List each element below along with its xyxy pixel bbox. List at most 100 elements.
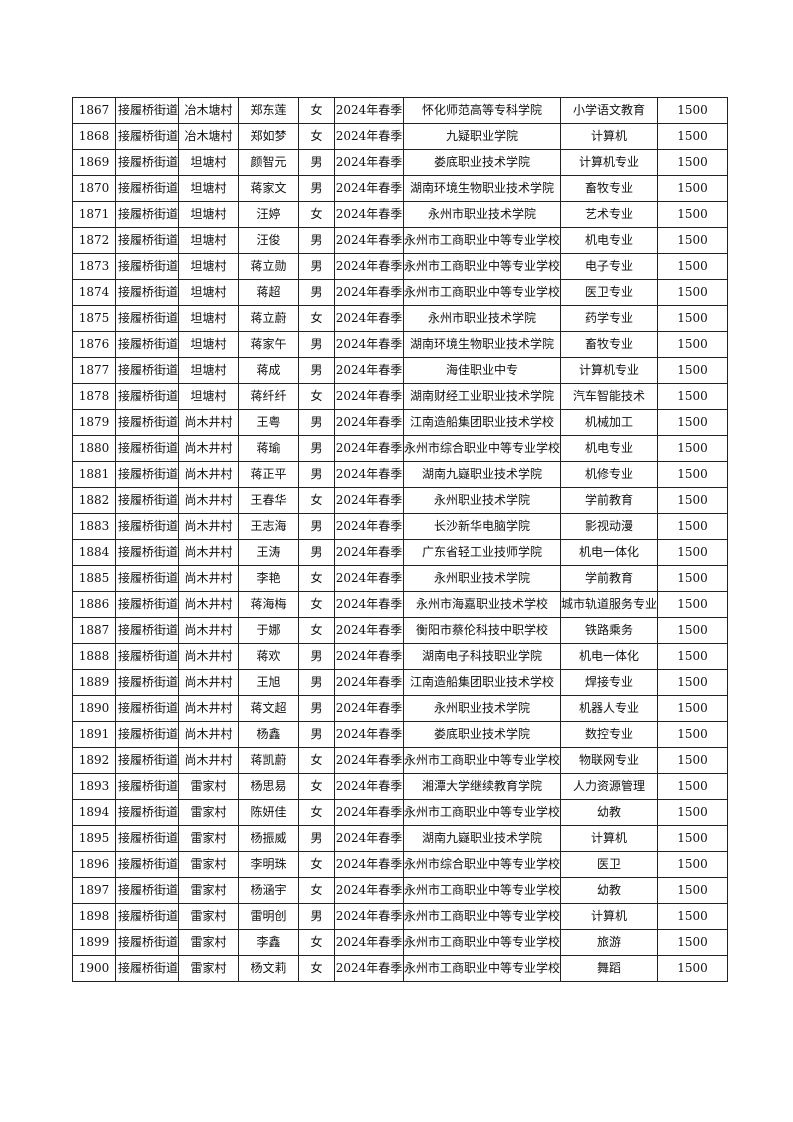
cell-gender: 女	[298, 773, 336, 800]
row-number-text: 1883	[78, 519, 110, 533]
table-row: 1868 接履桥街道 冶木塘村 郑如梦 女 2024年春季 九疑职业学院 计算机 1500	[72, 123, 729, 150]
street-text: 接履桥街道	[118, 545, 179, 559]
cell-major: 旅游	[560, 929, 659, 956]
cell-semester: 2024年春季	[334, 123, 405, 150]
cell-name: 王旭	[238, 669, 300, 696]
cell-name: 陈妍佳	[238, 799, 300, 826]
cell-name: 蒋海梅	[238, 591, 300, 618]
cell-gender: 女	[298, 305, 336, 332]
cell-village: 尚木井村	[178, 591, 240, 618]
school-text: 湘潭大学继续教育学院	[422, 779, 543, 793]
gender-text: 男	[310, 831, 323, 845]
semester-text: 2024年春季	[335, 441, 403, 455]
cell-name: 王春华	[238, 487, 300, 514]
semester-text: 2024年春季	[335, 519, 403, 533]
cell-school: 永州市工商职业中等专业学校	[403, 929, 562, 956]
school-text: 永州市工商职业中等专业学校	[404, 935, 561, 949]
gender-text: 男	[310, 909, 323, 923]
cell-row-number: 1876	[72, 331, 116, 358]
row-number-text: 1876	[78, 337, 110, 351]
street-text: 接履桥街道	[118, 363, 179, 377]
amount-text: 1500	[677, 233, 708, 247]
cell-name: 杨思易	[238, 773, 300, 800]
name-text: 王涛	[256, 545, 281, 559]
cell-street: 接履桥街道	[114, 227, 180, 254]
gender-text: 女	[310, 389, 323, 403]
cell-gender: 女	[298, 201, 336, 228]
cell-major: 计算机专业	[560, 357, 659, 384]
cell-row-number: 1867	[72, 97, 116, 124]
village-text: 坦塘村	[190, 155, 227, 169]
table-row: 1883 接履桥街道 尚木井村 王志海 男 2024年春季 长沙新华电脑学院 影视动漫 1500	[72, 513, 729, 540]
semester-text: 2024年春季	[335, 675, 403, 689]
cell-semester: 2024年春季	[334, 825, 405, 852]
street-text: 接履桥街道	[118, 519, 179, 533]
gender-text: 男	[310, 649, 323, 663]
amount-text: 1500	[677, 883, 708, 897]
street-text: 接履桥街道	[118, 753, 179, 767]
cell-gender: 男	[298, 149, 336, 176]
village-text: 尚木井村	[184, 467, 233, 481]
name-text: 蒋凯蔚	[250, 753, 287, 767]
cell-semester: 2024年春季	[334, 227, 405, 254]
cell-village: 雷家村	[178, 877, 240, 904]
cell-gender: 男	[298, 357, 336, 384]
cell-amount: 1500	[657, 253, 729, 280]
cell-name: 蒋家文	[238, 175, 300, 202]
cell-amount: 1500	[657, 539, 729, 566]
row-number-text: 1875	[78, 311, 110, 325]
major-text: 舞蹈	[597, 961, 622, 975]
gender-text: 女	[310, 779, 323, 793]
cell-school: 衡阳市蔡伦科技中职学校	[403, 617, 562, 644]
name-text: 蒋立蔚	[250, 311, 287, 325]
cell-major: 计算机	[560, 903, 659, 930]
cell-row-number: 1892	[72, 747, 116, 774]
semester-text: 2024年春季	[335, 233, 403, 247]
name-text: 李艳	[256, 571, 281, 585]
cell-amount: 1500	[657, 903, 729, 930]
cell-village: 尚木井村	[178, 695, 240, 722]
street-text: 接履桥街道	[118, 649, 179, 663]
row-number-text: 1888	[78, 649, 110, 663]
cell-school: 湖南财经工业职业技术学院	[403, 383, 562, 410]
cell-name: 蒋正平	[238, 461, 300, 488]
gender-text: 男	[310, 181, 323, 195]
name-text: 蒋立勋	[250, 259, 287, 273]
cell-semester: 2024年春季	[334, 721, 405, 748]
name-text: 蒋纤纤	[250, 389, 287, 403]
semester-text: 2024年春季	[335, 623, 403, 637]
cell-school: 江南造船集团职业技术学校	[403, 669, 562, 696]
cell-semester: 2024年春季	[334, 513, 405, 540]
table-row: 1896 接履桥街道 雷家村 李明珠 女 2024年春季 永州市综合职业中等专业学校 医卫 15…	[72, 851, 729, 878]
cell-street: 接履桥街道	[114, 721, 180, 748]
table-row: 1889 接履桥街道 尚木井村 王旭 男 2024年春季 江南造船集团职业技术学校 焊接专业 1…	[72, 669, 729, 696]
row-number-text: 1882	[78, 493, 110, 507]
major-text: 药学专业	[585, 311, 634, 325]
table-row: 1871 接履桥街道 坦塘村 汪婷 女 2024年春季 永州市职业技术学院 艺术专业 1500	[72, 201, 729, 228]
school-text: 长沙新华电脑学院	[434, 519, 531, 533]
street-text: 接履桥街道	[118, 779, 179, 793]
table-row: 1900 接履桥街道 雷家村 杨文莉 女 2024年春季 永州市工商职业中等专业学校 舞蹈 15…	[72, 955, 729, 982]
cell-amount: 1500	[657, 305, 729, 332]
cell-major: 电子专业	[560, 253, 659, 280]
cell-row-number: 1871	[72, 201, 116, 228]
cell-major: 数控专业	[560, 721, 659, 748]
row-number-text: 1900	[78, 961, 110, 975]
row-number-text: 1899	[78, 935, 110, 949]
cell-row-number: 1883	[72, 513, 116, 540]
table-row: 1882 接履桥街道 尚木井村 王春华 女 2024年春季 永州职业技术学院 学前教育 1500	[72, 487, 729, 514]
street-text: 接履桥街道	[118, 389, 179, 403]
table-row: 1891 接履桥街道 尚木井村 杨鑫 男 2024年春季 娄底职业技术学院 数控专业 1500	[72, 721, 729, 748]
row-number-text: 1896	[78, 857, 110, 871]
cell-street: 接履桥街道	[114, 123, 180, 150]
cell-street: 接履桥街道	[114, 877, 180, 904]
cell-row-number: 1881	[72, 461, 116, 488]
cell-village: 尚木井村	[178, 539, 240, 566]
major-text: 小学语文教育	[573, 103, 646, 117]
amount-text: 1500	[677, 103, 708, 117]
amount-text: 1500	[677, 857, 708, 871]
gender-text: 女	[310, 935, 323, 949]
cell-amount: 1500	[657, 955, 729, 982]
cell-semester: 2024年春季	[334, 305, 405, 332]
cell-village: 尚木井村	[178, 747, 240, 774]
